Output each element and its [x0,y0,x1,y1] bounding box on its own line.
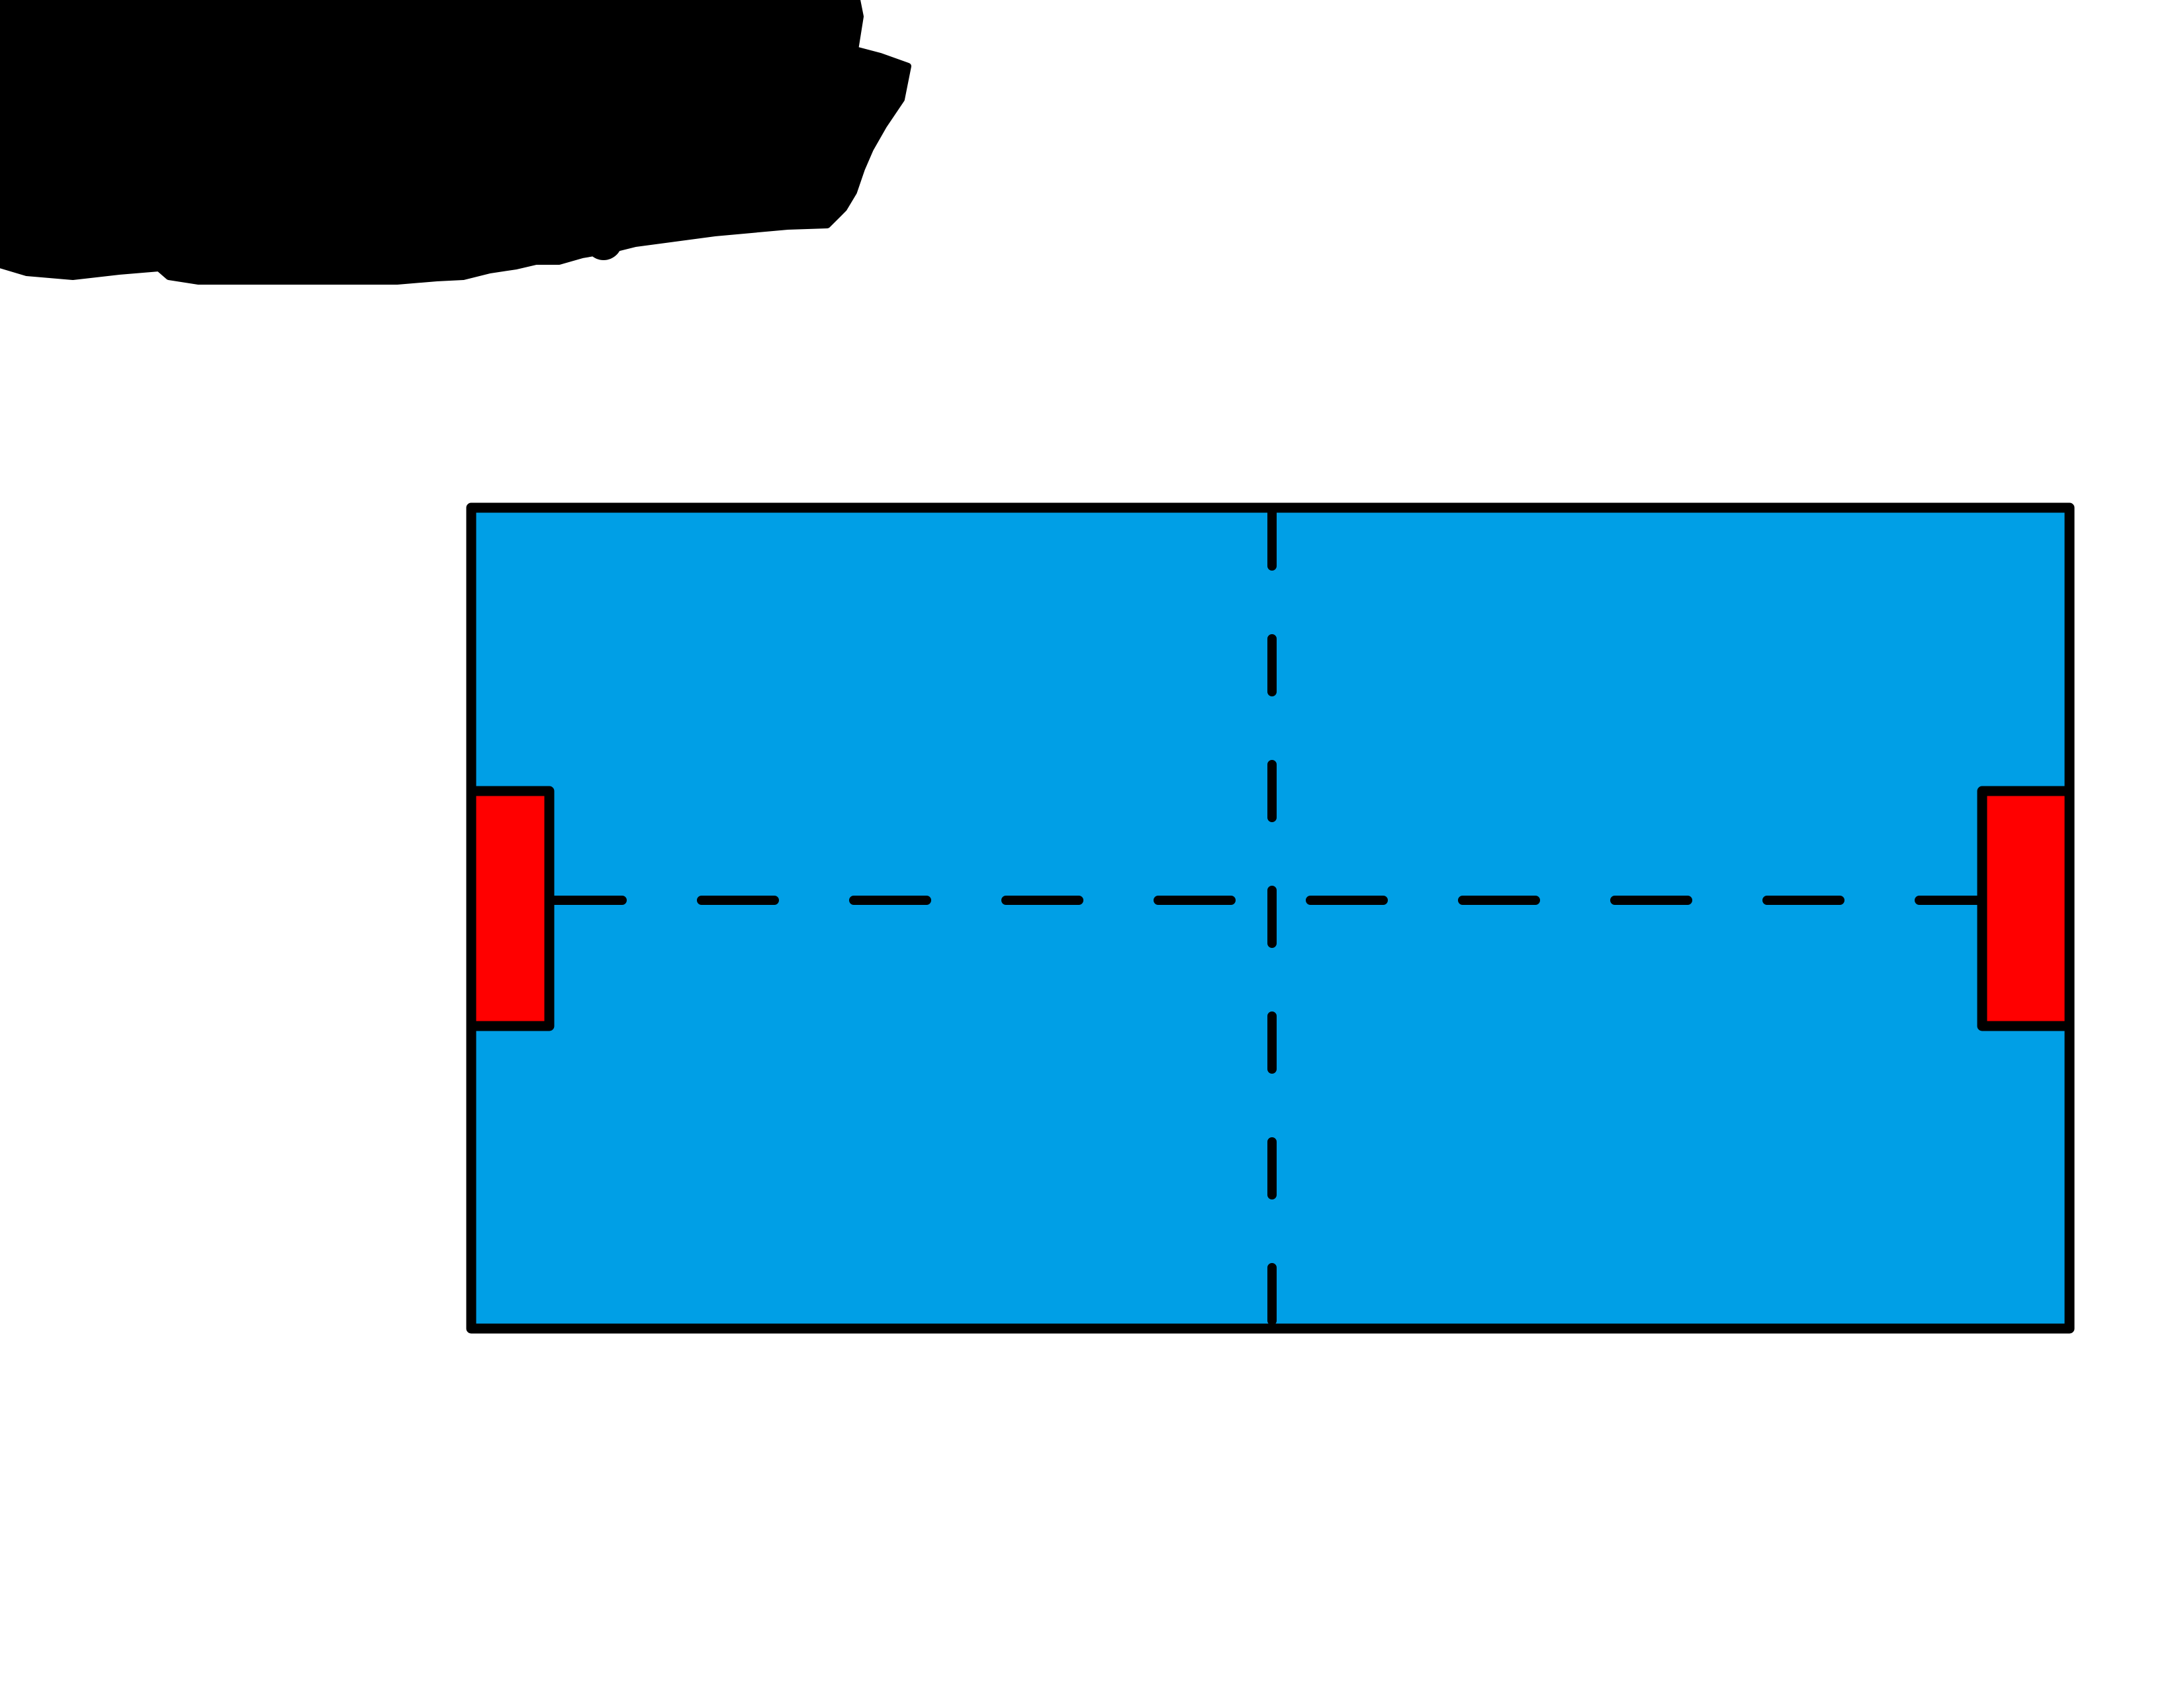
redaction-blob [0,0,911,285]
redaction-dot-right [858,54,895,91]
right-goal-box [1977,786,2075,1031]
left-goal-box [466,786,555,1031]
redaction-dot-bottom [585,223,622,260]
scribble-redaction [0,0,911,285]
